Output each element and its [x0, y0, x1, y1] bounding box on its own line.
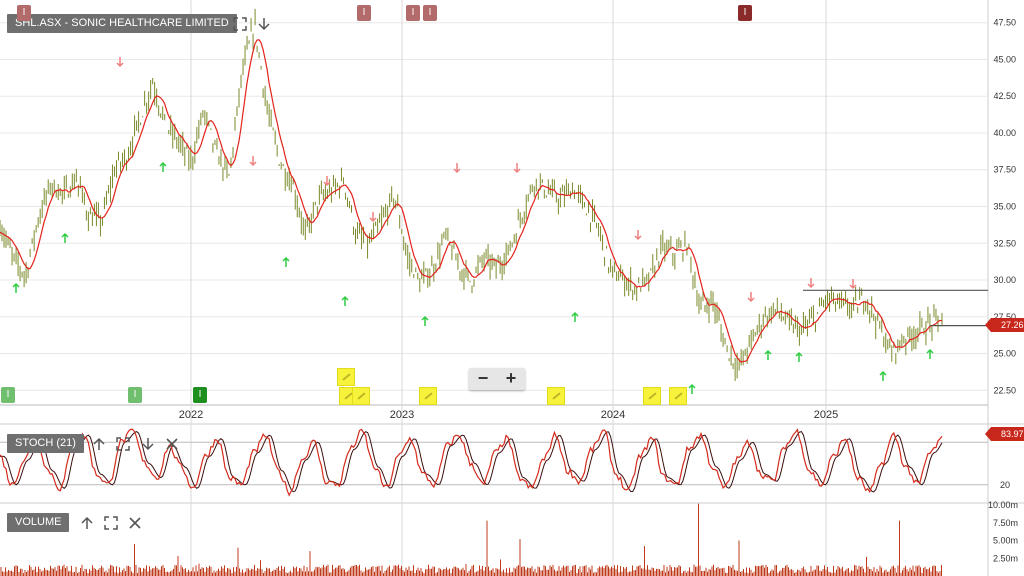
y-tick-label: 32.50	[993, 238, 1016, 248]
zoom-in-button[interactable]: +	[505, 368, 517, 388]
volume-tick-label: 7.50m	[993, 518, 1018, 528]
event-marker[interactable]: I	[357, 5, 371, 21]
y-tick-label: 42.50	[993, 91, 1016, 101]
volume-tick-label: 5.00m	[993, 536, 1018, 546]
y-tick-label: 40.00	[993, 128, 1016, 138]
note-icon[interactable]	[337, 368, 355, 386]
down-arrow-icon	[747, 292, 755, 303]
up-arrow-icon[interactable]	[79, 515, 95, 531]
stoch-k-line	[0, 428, 943, 497]
event-marker[interactable]: I	[17, 5, 31, 21]
volume-tick-label: 2.50m	[993, 553, 1018, 563]
down-arrow-icon	[849, 279, 857, 290]
up-arrow-icon	[282, 256, 290, 267]
y-tick-label: 25.00	[993, 349, 1016, 359]
stoch-title[interactable]: STOCH (21)	[7, 434, 84, 453]
note-icon[interactable]	[669, 387, 687, 405]
event-marker[interactable]: I	[406, 5, 420, 21]
event-marker[interactable]: I	[1, 387, 15, 403]
up-arrow-icon	[12, 282, 20, 293]
down-arrow-icon	[634, 230, 642, 241]
x-tick-label: 2025	[814, 409, 838, 421]
up-arrow-icon[interactable]	[91, 436, 107, 452]
up-arrow-icon	[879, 370, 887, 381]
up-arrow-icon	[926, 348, 934, 359]
zoom-out-button[interactable]: −	[477, 368, 489, 388]
down-arrow-icon	[513, 163, 521, 174]
down-arrow-icon	[323, 176, 331, 187]
x-tick-label: 2023	[390, 409, 414, 421]
down-arrow-icon	[249, 156, 257, 167]
expand-icon[interactable]	[115, 436, 131, 452]
up-arrow-icon	[61, 232, 69, 243]
event-marker[interactable]: I	[193, 387, 207, 403]
x-tick-label: 2024	[601, 409, 625, 421]
download-arrow-icon[interactable]	[256, 16, 272, 32]
up-arrow-icon	[764, 349, 772, 360]
up-arrow-icon	[159, 161, 167, 172]
note-icon[interactable]	[643, 387, 661, 405]
up-arrow-icon	[421, 315, 429, 326]
x-tick-label: 2022	[179, 409, 203, 421]
event-marker[interactable]: I	[423, 5, 437, 21]
stoch-d-line	[0, 431, 943, 493]
up-arrow-icon	[571, 311, 579, 322]
note-icon[interactable]	[352, 387, 370, 405]
y-tick-label: 30.00	[993, 275, 1016, 285]
up-arrow-icon	[688, 383, 696, 394]
expand-icon[interactable]	[232, 16, 248, 32]
up-arrow-icon	[341, 295, 349, 306]
y-tick-label: 47.50	[993, 18, 1016, 28]
down-arrow-icon	[369, 212, 377, 223]
event-marker[interactable]: I	[128, 387, 142, 403]
down-arrow-icon[interactable]	[140, 436, 156, 452]
close-icon[interactable]	[127, 515, 143, 531]
y-tick-label: 35.00	[993, 202, 1016, 212]
down-arrow-icon	[453, 163, 461, 174]
event-marker[interactable]: I	[738, 5, 752, 21]
down-arrow-icon	[116, 57, 124, 68]
y-tick-label: 27.50	[993, 312, 1016, 322]
close-icon[interactable]	[164, 436, 180, 452]
down-arrow-icon	[807, 278, 815, 289]
zoom-control: − +	[469, 368, 525, 390]
moving-average-line	[0, 39, 943, 363]
up-arrow-icon	[795, 351, 803, 362]
stoch-level-label: 20	[1000, 480, 1010, 490]
note-icon[interactable]	[419, 387, 437, 405]
volume-tick-label: 10.00m	[988, 500, 1018, 510]
expand-icon[interactable]	[103, 515, 119, 531]
chart-title[interactable]: SHL.ASX - SONIC HEALTHCARE LIMITED	[7, 14, 237, 33]
y-tick-label: 37.50	[993, 165, 1016, 175]
stoch-value-label: 83.97	[985, 427, 1024, 441]
note-icon[interactable]	[547, 387, 565, 405]
current-price-label: 27.26	[985, 318, 1024, 332]
y-tick-label: 45.00	[993, 54, 1016, 64]
y-tick-label: 22.50	[993, 385, 1016, 395]
volume-title[interactable]: VOLUME	[7, 513, 70, 532]
